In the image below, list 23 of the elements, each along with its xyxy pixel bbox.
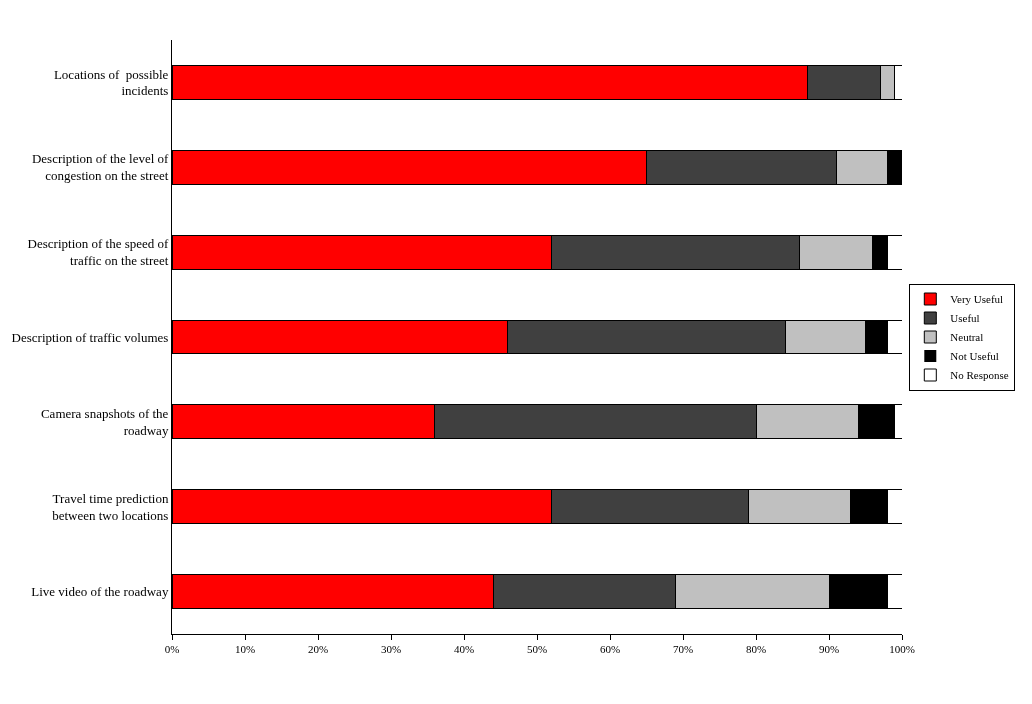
- legend-label: Neutral: [950, 331, 984, 344]
- legend-label: Very Useful: [950, 293, 1004, 306]
- y-tick-label: Travel time prediction between two locations: [52, 490, 169, 523]
- x-tick-label: 0%: [164, 643, 180, 656]
- y-tick-label: Locations of possible incidents: [53, 66, 169, 99]
- y-tick-label: Live video of the roadway: [31, 584, 169, 600]
- y-tick-label: Description of the level of congestion on the street: [31, 151, 170, 184]
- y-tick-label: Description of traffic volumes: [11, 329, 169, 345]
- y-tick-label: Camera snapshots of the roadway: [40, 405, 169, 438]
- x-tick-label: 80%: [745, 643, 767, 656]
- x-tick-label: 100%: [889, 643, 915, 656]
- x-tick-label: 30%: [380, 643, 402, 656]
- x-tick-label: 10%: [234, 643, 256, 656]
- y-tick-label: Description of the speed of traffic on the street: [27, 236, 170, 269]
- x-tick-label: 90%: [818, 643, 840, 656]
- x-tick-label: 40%: [453, 643, 475, 656]
- x-tick-label: 20%: [307, 643, 329, 656]
- x-tick-label: 70%: [672, 643, 694, 656]
- legend-label: Not Useful: [950, 350, 999, 363]
- x-tick-label: 60%: [599, 643, 621, 656]
- legend-label: No Response: [950, 369, 1009, 382]
- x-tick-label: 50%: [526, 643, 548, 656]
- legend-label: Useful: [950, 312, 980, 325]
